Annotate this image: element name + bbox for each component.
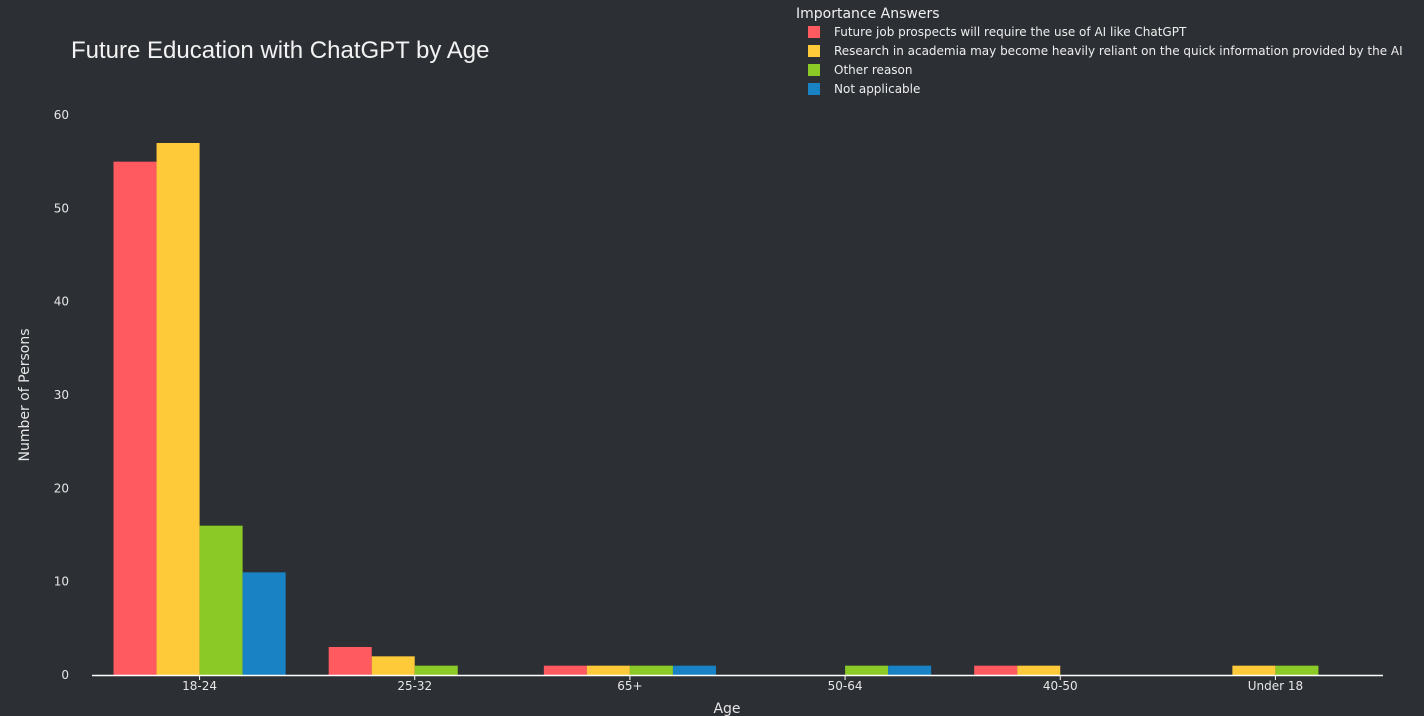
bar-1-40-50 bbox=[974, 665, 1018, 675]
bar-2-18-24 bbox=[156, 143, 200, 675]
x-tick-label: 50-64 bbox=[828, 679, 863, 693]
legend-swatch[interactable] bbox=[808, 83, 820, 95]
x-tick-label: 25-32 bbox=[397, 679, 432, 693]
bar-4-18-24 bbox=[242, 572, 286, 675]
x-axis-ticks: 18-24 25-32 65+ 50-64 40-50 Under 18 bbox=[182, 675, 1303, 693]
bar-4-65- bbox=[672, 665, 716, 675]
bar-1-18-24 bbox=[113, 161, 157, 675]
bar-2-40-50 bbox=[1017, 665, 1061, 675]
bar-3-50-64 bbox=[845, 665, 889, 675]
bar-2-65- bbox=[586, 665, 630, 675]
bar-3-65- bbox=[629, 665, 673, 675]
x-tick-label: 18-24 bbox=[182, 679, 217, 693]
x-tick-label: Under 18 bbox=[1248, 679, 1303, 693]
y-tick-label: 50 bbox=[54, 201, 69, 215]
bar-3-under-18 bbox=[1275, 665, 1319, 675]
legend-label[interactable]: Other reason bbox=[834, 63, 913, 77]
bar-1-25-32 bbox=[328, 647, 372, 675]
legend-label[interactable]: Future job prospects will require the us… bbox=[834, 25, 1187, 39]
bar-4-50-64 bbox=[888, 665, 932, 675]
y-tick-label: 60 bbox=[54, 108, 69, 122]
x-axis-title: Age bbox=[713, 701, 740, 716]
legend-swatch[interactable] bbox=[808, 64, 820, 76]
legend-label[interactable]: Research in academia may become heavily … bbox=[834, 44, 1403, 58]
x-tick-label: 65+ bbox=[617, 679, 642, 693]
legend-swatch[interactable] bbox=[808, 26, 820, 38]
legend-title: Importance Answers bbox=[796, 6, 940, 22]
y-axis-title: Number of Persons bbox=[17, 329, 33, 462]
bar-3-25-32 bbox=[414, 665, 458, 675]
y-tick-label: 40 bbox=[54, 295, 69, 309]
y-tick-label: 10 bbox=[54, 575, 69, 589]
legend-swatch[interactable] bbox=[808, 45, 820, 57]
chart-title: Future Education with ChatGPT by Age bbox=[71, 37, 489, 64]
y-tick-label: 0 bbox=[61, 668, 69, 682]
legend-label[interactable]: Not applicable bbox=[834, 82, 920, 96]
x-tick-label: 40-50 bbox=[1043, 679, 1078, 693]
y-tick-label: 30 bbox=[54, 388, 69, 402]
bars bbox=[113, 143, 1319, 675]
legend-items: Future job prospects will require the us… bbox=[808, 25, 1403, 96]
y-tick-label: 20 bbox=[54, 481, 69, 495]
bar-2-25-32 bbox=[371, 656, 415, 675]
bar-1-65- bbox=[543, 665, 587, 675]
legend: Importance Answers Future job prospects … bbox=[796, 6, 1403, 96]
bar-3-18-24 bbox=[199, 525, 243, 675]
bar-2-under-18 bbox=[1232, 665, 1276, 675]
y-axis-ticks: 0 10 20 30 40 50 60 bbox=[54, 108, 69, 682]
